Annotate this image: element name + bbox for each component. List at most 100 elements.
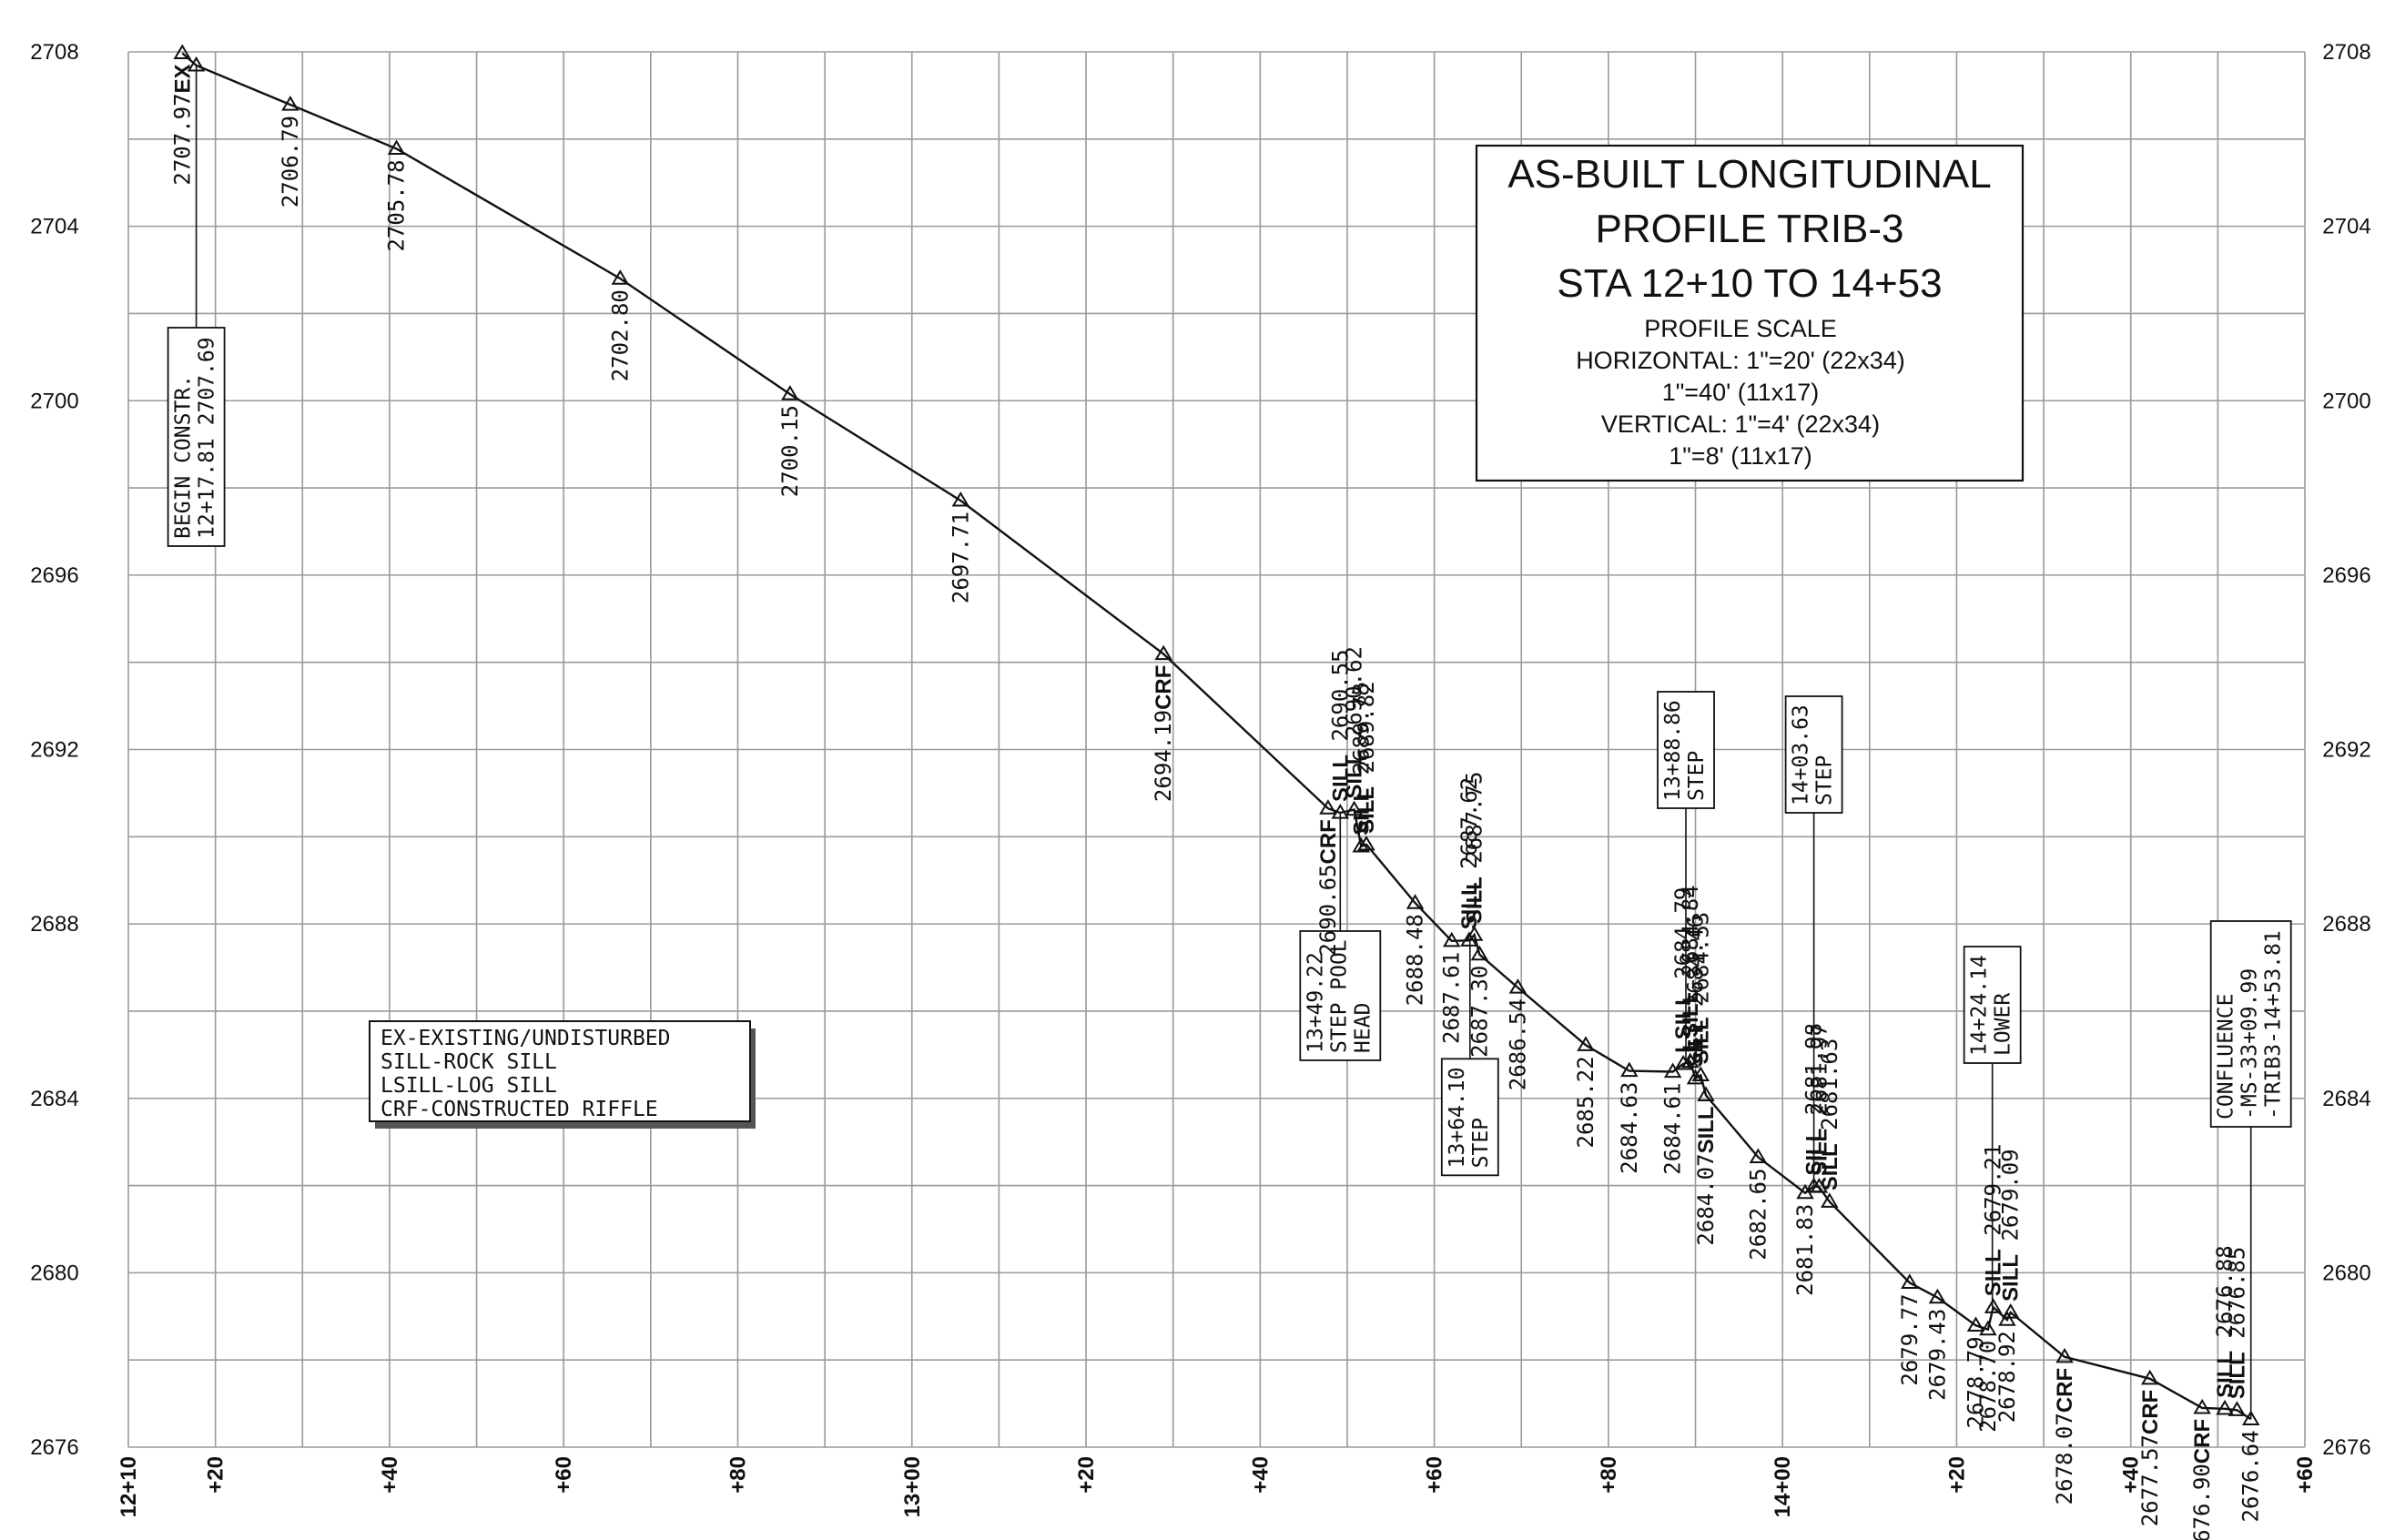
profile-point	[1928, 1288, 1947, 1304]
y-tick-label-left: 2696	[30, 563, 78, 588]
point-label: 2678.79	[1963, 1336, 1988, 1428]
callout-box	[1784, 695, 1843, 814]
profile-point	[611, 269, 630, 285]
x-tick-label: +80	[1597, 1456, 1621, 1494]
point-label: 2676.64	[2238, 1430, 2264, 1522]
profile-point	[387, 139, 406, 155]
point-label: 2678.07CRF	[2052, 1368, 2077, 1505]
callout-text: STEP POOL	[1327, 939, 1351, 1053]
y-tick-label-left: 2692	[30, 738, 78, 763]
point-label: 2679.43	[1924, 1309, 1950, 1401]
point-label: 2684.61	[1660, 1083, 1686, 1175]
point-label: 2687.61	[1439, 952, 1465, 1044]
callout-box	[1440, 1058, 1499, 1177]
callout-box	[1963, 946, 2022, 1064]
callout-text: BEGIN CONSTR.	[172, 375, 196, 539]
profile-point	[2055, 1347, 2074, 1363]
profile-point	[2141, 1369, 2159, 1385]
callout-box	[1299, 930, 1382, 1061]
profile-point	[1508, 978, 1527, 994]
x-tick-label: +40	[2119, 1456, 2144, 1494]
profile-point	[1345, 800, 1364, 816]
profile-point	[1984, 1298, 2003, 1313]
y-tick-label-right: 2692	[2322, 738, 2370, 763]
y-tick-label-left: 2708	[30, 40, 78, 65]
x-tick-label: +20	[204, 1456, 228, 1494]
point-label: 2687.30	[1467, 966, 1492, 1058]
y-tick-label-right: 2696	[2322, 563, 2370, 588]
profile-points	[173, 44, 2260, 1425]
callout-box	[2209, 920, 2292, 1128]
x-tick-label: 12+10	[117, 1456, 141, 1517]
point-label: SILL 2689.82	[1354, 681, 1379, 834]
point-label: 2679.77	[1897, 1293, 1923, 1385]
point-label: SILL 2676.85	[2224, 1247, 2249, 1400]
x-axis-ticks: 12+10 +20 +40 +60 +80 13+00 +20 +40 +60 +80 14+00 +…	[117, 1456, 2318, 1517]
x-tick-label: +20	[1074, 1456, 1099, 1494]
y-axis-ticks: 2676 2676 2680 2680 2684 2684 2688 2688 2692 2692…	[30, 40, 2370, 1460]
callout-text: 13+88.86	[1661, 700, 1685, 801]
point-label: SILL 2687.62	[1456, 777, 1482, 930]
profile-point	[2241, 1410, 2260, 1425]
point-label: 2694.19CRF	[1151, 665, 1176, 802]
profile-point	[2216, 1399, 2234, 1415]
y-tick-label-left: 2700	[30, 389, 78, 413]
profile-point	[2228, 1401, 2247, 1416]
y-tick-label-right: 2680	[2322, 1261, 2370, 1285]
point-label: SILL 2681.63	[1817, 1038, 1842, 1191]
point-label: 2678.92	[1994, 1331, 2020, 1423]
point-label: SILL 2676.88	[2212, 1245, 2238, 1398]
callout-box	[1657, 691, 1715, 809]
callout-box	[167, 327, 226, 547]
profile-point	[1810, 1178, 1829, 1193]
point-label: 2676.90CRF	[2189, 1419, 2215, 1540]
title-box	[1475, 144, 2025, 482]
profile-point	[1154, 644, 1172, 661]
point-label: SILL 2681.98	[1801, 1023, 1827, 1176]
y-tick-label-left: 2680	[30, 1261, 78, 1285]
point-label: 2686.54	[1505, 998, 1530, 1090]
y-tick-label-right: 2704	[2322, 215, 2370, 239]
point-label: 2706.79	[278, 116, 303, 208]
point-label: SILL 2684.46	[1683, 915, 1709, 1068]
point-label: 2681.83	[1792, 1204, 1818, 1296]
profile-point	[281, 95, 299, 111]
profile-point	[1442, 931, 1461, 947]
profile-point	[1998, 1311, 2016, 1326]
profile-point	[1331, 803, 1350, 819]
profile-point	[1577, 1036, 1595, 1051]
callout-text: STEP	[1685, 751, 1709, 801]
point-label: 2684.63	[1617, 1082, 1642, 1174]
profile-point	[2193, 1398, 2211, 1414]
x-tick-label: +80	[726, 1456, 750, 1494]
x-tick-label: +60	[1423, 1456, 1447, 1494]
point-label: 2685.22	[1573, 1056, 1598, 1148]
point-label: 2697.71	[948, 512, 973, 603]
y-tick-label-right: 2676	[2322, 1435, 2370, 1460]
point-label: SILL 2689.78	[1348, 683, 1374, 836]
x-tick-label: 14+00	[1771, 1456, 1795, 1517]
callout-text: 13+64.10	[1446, 1068, 1469, 1169]
point-label: 2677.57CRF	[2137, 1390, 2163, 1526]
y-tick-label-right: 2688	[2322, 912, 2370, 937]
profile-point	[1901, 1273, 1919, 1289]
profile-point	[1620, 1061, 1639, 1078]
callout-text: -MS-33+09.99	[2238, 968, 2262, 1120]
profile-point	[1979, 1320, 1997, 1336]
point-label: 2702.80	[607, 289, 633, 381]
y-tick-label-right: 2684	[2322, 1087, 2370, 1111]
point-label: 2700.15	[777, 405, 803, 497]
x-tick-label: +40	[378, 1456, 402, 1494]
legend: EX-EXISTING/UNDISTURBED SILL-ROCK SILL LSI…	[369, 1020, 756, 1129]
point-label: SILL 2681.97	[1806, 1023, 1832, 1176]
profile-point	[1691, 1066, 1710, 1081]
profile-point	[1681, 1052, 1700, 1069]
profile-point	[1663, 1062, 1682, 1079]
callout-text: 14+03.63	[1790, 704, 1813, 805]
title-block: AS-BUILT LONGITUDINAL PROFILE TRIB-3 STA 1…	[1475, 144, 2025, 482]
x-tick-label: +20	[1944, 1456, 1969, 1494]
profile-point	[1470, 945, 1489, 961]
profile-point	[1749, 1148, 1768, 1164]
